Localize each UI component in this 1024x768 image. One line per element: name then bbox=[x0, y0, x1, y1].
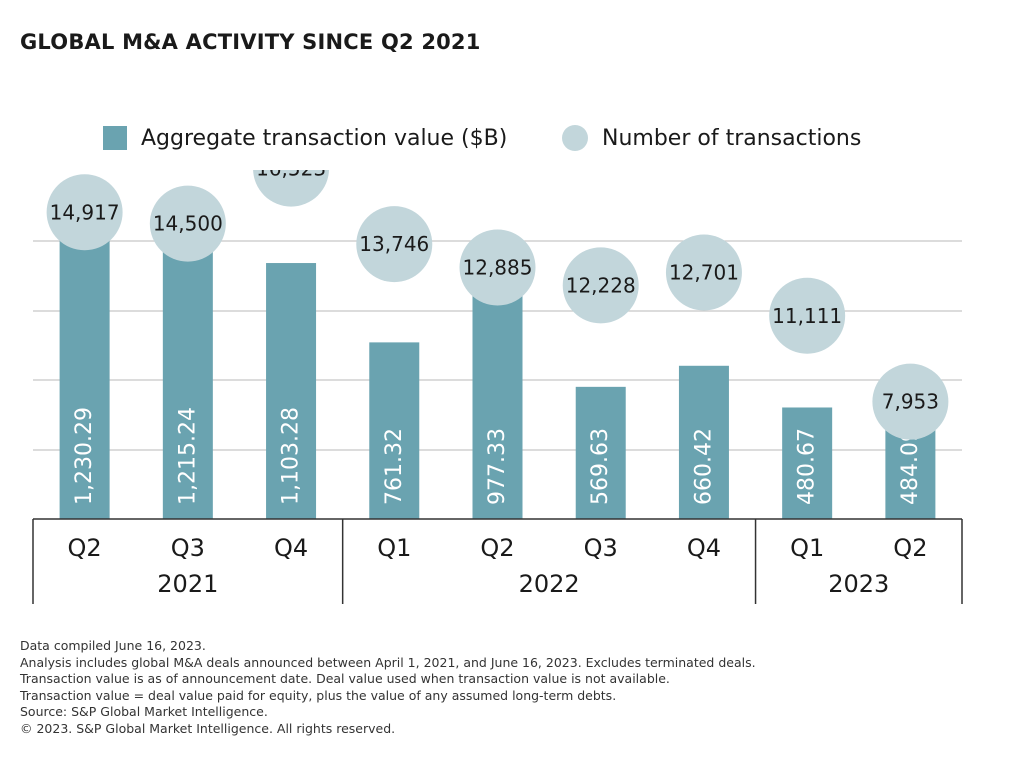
footnote: Analysis includes global M&A deals annou… bbox=[20, 654, 756, 670]
bubble bbox=[459, 229, 536, 306]
bar bbox=[472, 292, 523, 519]
bar bbox=[575, 386, 626, 519]
bubble bbox=[769, 277, 846, 354]
footnote: Data compiled June 16, 2023. bbox=[20, 638, 206, 653]
x-tick-label: Q4 bbox=[687, 534, 721, 562]
bubble bbox=[562, 247, 639, 324]
bubble-value-label: 14,917 bbox=[50, 200, 120, 224]
bar bbox=[59, 233, 110, 519]
bar-value-label: 1,215.24 bbox=[175, 407, 200, 505]
bar-value-label: 761.32 bbox=[382, 428, 407, 505]
bar bbox=[782, 407, 833, 519]
x-tick-label: Q1 bbox=[790, 534, 824, 562]
bubble bbox=[253, 170, 330, 207]
bubble-value-label: 7,953 bbox=[882, 390, 939, 414]
x-tick-label: Q3 bbox=[584, 534, 618, 562]
bar bbox=[369, 342, 420, 519]
bubble-value-label: 12,885 bbox=[463, 256, 533, 280]
footnote: © 2023. S&P Global Market Intelligence. … bbox=[20, 720, 396, 736]
legend-item-circle: Number of transactions bbox=[562, 120, 861, 156]
bubble bbox=[149, 185, 226, 262]
bar bbox=[162, 237, 213, 519]
chart-title: GLOBAL M&A ACTIVITY SINCE Q2 2021 bbox=[20, 30, 481, 54]
bar-value-label: 569.63 bbox=[588, 428, 613, 505]
chart-plot: 1,230.29 14,917 1,215.24 14,500 1,103.28 16,5… bbox=[32, 170, 963, 604]
bubble bbox=[356, 206, 433, 283]
year-group-label: 2022 bbox=[519, 570, 580, 598]
year-group-label: 2021 bbox=[157, 570, 218, 598]
legend: Aggregate transaction value ($B) Number … bbox=[100, 120, 960, 156]
bar bbox=[266, 263, 317, 519]
x-tick-label: Q1 bbox=[377, 534, 411, 562]
footnote: Transaction value = deal value paid for … bbox=[20, 687, 617, 703]
bubble-value-label: 12,701 bbox=[669, 261, 739, 285]
legend-label-bar: Aggregate transaction value ($B) bbox=[141, 125, 508, 151]
bubble-value-label: 14,500 bbox=[153, 212, 223, 236]
legend-item-bar: Aggregate transaction value ($B) bbox=[103, 120, 507, 156]
x-tick-label: Q2 bbox=[893, 534, 927, 562]
x-tick-label: Q2 bbox=[68, 534, 102, 562]
footnotes: Data compiled June 16, 2023. Analysis in… bbox=[20, 638, 756, 738]
footnote: Transaction value is as of announcement … bbox=[20, 671, 670, 687]
bar-value-label: 1,103.28 bbox=[279, 407, 304, 505]
x-tick-label: Q2 bbox=[480, 534, 514, 562]
legend-label-circle: Number of transactions bbox=[602, 125, 862, 151]
bubble-value-label: 12,228 bbox=[566, 273, 636, 297]
bubble bbox=[665, 234, 742, 311]
bar-value-label: 484.09 bbox=[898, 428, 923, 505]
legend-swatch-circle bbox=[562, 125, 588, 151]
x-tick-label: Q3 bbox=[171, 534, 205, 562]
bubble-value-label: 11,111 bbox=[772, 304, 842, 328]
bubble-value-label: 16,523 bbox=[256, 170, 326, 181]
bubble bbox=[872, 363, 949, 440]
bar-value-label: 480.67 bbox=[795, 428, 820, 505]
legend-swatch-bar bbox=[103, 126, 127, 150]
bar-value-label: 660.42 bbox=[691, 428, 716, 505]
bar bbox=[678, 365, 729, 519]
year-group-label: 2023 bbox=[828, 570, 889, 598]
x-tick-label: Q4 bbox=[274, 534, 308, 562]
bubble bbox=[46, 174, 123, 251]
footnote: Source: S&P Global Market Intelligence. bbox=[20, 704, 268, 720]
bar-value-label: 1,230.29 bbox=[72, 407, 97, 505]
bubble-value-label: 13,746 bbox=[359, 232, 429, 256]
bar-value-label: 977.33 bbox=[485, 428, 510, 505]
